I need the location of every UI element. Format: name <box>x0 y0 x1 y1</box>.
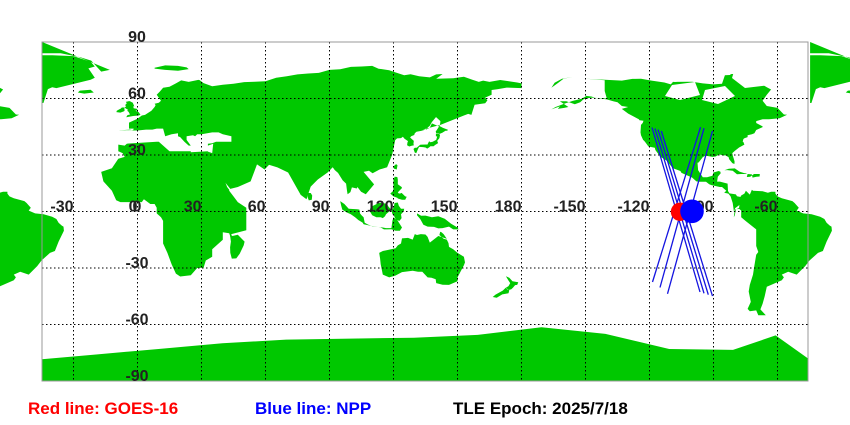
svg-text:0: 0 <box>133 199 142 216</box>
svg-text:30: 30 <box>184 199 202 216</box>
svg-text:60: 60 <box>248 199 266 216</box>
svg-text:-90: -90 <box>125 368 148 385</box>
svg-text:90: 90 <box>312 199 330 216</box>
svg-text:120: 120 <box>367 199 394 216</box>
svg-text:-120: -120 <box>617 199 649 216</box>
svg-text:60: 60 <box>128 86 146 103</box>
svg-text:180: 180 <box>495 199 522 216</box>
svg-text:-30: -30 <box>125 255 148 272</box>
svg-text:-150: -150 <box>553 199 585 216</box>
svg-text:-60: -60 <box>754 199 777 216</box>
svg-text:-30: -30 <box>50 199 73 216</box>
svg-text:150: 150 <box>431 199 458 216</box>
svg-text:30: 30 <box>128 142 146 159</box>
svg-text:90: 90 <box>128 29 146 46</box>
svg-text:-60: -60 <box>125 312 148 329</box>
